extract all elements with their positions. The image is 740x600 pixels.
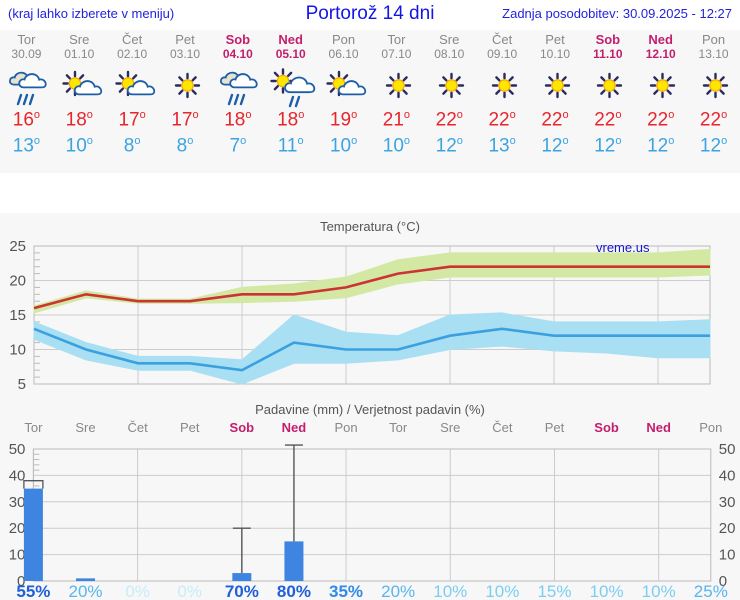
svg-text:30: 30 bbox=[9, 494, 26, 511]
svg-text:25: 25 bbox=[9, 238, 26, 255]
svg-text:Ned: Ned bbox=[646, 420, 671, 435]
svg-text:Sre: Sre bbox=[75, 420, 95, 435]
svg-text:20: 20 bbox=[9, 273, 26, 290]
svg-text:Čet: Čet bbox=[492, 420, 513, 435]
svg-text:Sob: Sob bbox=[230, 420, 255, 435]
svg-text:Pon: Pon bbox=[699, 420, 722, 435]
svg-text:10%: 10% bbox=[433, 582, 467, 600]
svg-text:10: 10 bbox=[9, 547, 26, 564]
svg-text:Sob: Sob bbox=[594, 420, 619, 435]
svg-text:0%: 0% bbox=[177, 582, 202, 600]
svg-text:10%: 10% bbox=[485, 582, 519, 600]
svg-text:10: 10 bbox=[9, 342, 26, 359]
svg-text:20%: 20% bbox=[381, 582, 415, 600]
svg-text:40: 40 bbox=[719, 467, 736, 484]
svg-text:vreme.us: vreme.us bbox=[596, 240, 650, 255]
svg-text:5: 5 bbox=[18, 376, 26, 393]
svg-text:Čet: Čet bbox=[127, 420, 148, 435]
svg-text:80%: 80% bbox=[277, 582, 311, 600]
svg-text:30: 30 bbox=[719, 494, 736, 511]
svg-text:20: 20 bbox=[719, 520, 736, 537]
svg-text:Pon: Pon bbox=[334, 420, 357, 435]
svg-text:15%: 15% bbox=[537, 582, 571, 600]
svg-text:50: 50 bbox=[9, 441, 26, 458]
svg-text:Tor: Tor bbox=[24, 420, 43, 435]
svg-text:Pet: Pet bbox=[180, 420, 200, 435]
svg-text:35%: 35% bbox=[329, 582, 363, 600]
svg-text:0%: 0% bbox=[125, 582, 150, 600]
svg-text:70%: 70% bbox=[225, 582, 259, 600]
svg-text:Pet: Pet bbox=[545, 420, 565, 435]
svg-text:25%: 25% bbox=[694, 582, 728, 600]
svg-text:Ned: Ned bbox=[282, 420, 307, 435]
svg-text:55%: 55% bbox=[16, 582, 50, 600]
svg-text:50: 50 bbox=[719, 441, 736, 458]
svg-text:10%: 10% bbox=[590, 582, 624, 600]
svg-text:20: 20 bbox=[9, 520, 26, 537]
svg-text:Sre: Sre bbox=[440, 420, 460, 435]
svg-text:20%: 20% bbox=[68, 582, 102, 600]
svg-text:15: 15 bbox=[9, 307, 26, 324]
svg-text:10%: 10% bbox=[642, 582, 676, 600]
svg-text:40: 40 bbox=[9, 467, 26, 484]
svg-text:10: 10 bbox=[719, 547, 736, 564]
svg-text:Tor: Tor bbox=[389, 420, 408, 435]
